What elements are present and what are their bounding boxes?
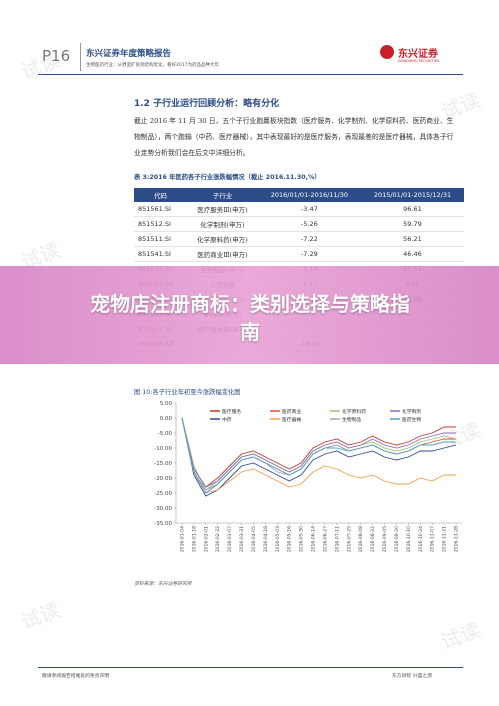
- header-cell: 2016/01/01-2016/11/30: [257, 188, 361, 202]
- table-cell: -7.29: [257, 246, 361, 262]
- y-tick-label: -15.00: [154, 461, 172, 467]
- x-tick-label: 2016-08-08: [358, 526, 364, 552]
- divider: [80, 43, 81, 71]
- y-tick-label: -30.00: [154, 506, 172, 512]
- table-cell: 46.46: [360, 246, 464, 262]
- report-title: 东兴证券年度策略报告: [86, 49, 172, 59]
- y-tick-label: -10.00: [154, 446, 172, 452]
- x-tick-label: 2016-04-18: [263, 526, 269, 552]
- footer-left: 敬请参阅报告结尾处的免责声明: [42, 674, 110, 679]
- table-cell: -3.47: [257, 202, 361, 217]
- table-row: 851561.SI 医疗服务Ⅲ(申万) -3.47 96.61: [134, 202, 464, 217]
- header-rule: [38, 74, 463, 75]
- table-row: 851511.SI 化学原料药(申万) -7.22 56.21: [134, 231, 464, 247]
- series-line: [181, 417, 456, 494]
- table-cell: 96.61: [360, 202, 464, 217]
- table-row: 851512.SI 化学制剂(申万) -5.26 59.79: [134, 216, 464, 232]
- y-tick-label: -25.00: [154, 491, 172, 497]
- legend-label: 医疗器械: [282, 416, 301, 423]
- header-cell: 代码: [134, 188, 188, 202]
- x-tick-label: 2016-11-28: [454, 526, 460, 552]
- table-cell: -7.22: [257, 231, 361, 247]
- x-tick-label: 2016-06-14: [311, 526, 317, 552]
- header-cell: 2015/01/01-2015/12/31: [360, 188, 464, 202]
- x-tick-label: 2016-11-21: [442, 526, 448, 552]
- section-title: 1.2 子行业运行回顾分析：略有分化: [134, 99, 280, 109]
- series-line: [181, 417, 456, 494]
- header-row: 代码 子行业 2016/01/01-2016/11/30 2015/01/01-201…: [134, 188, 464, 202]
- x-tick-label: 2016-03-07: [227, 526, 233, 552]
- table-cell: -5.26: [257, 216, 361, 232]
- x-tick-label: 2016-10-24: [418, 526, 424, 552]
- x-tick-label: 2016-01-04: [179, 526, 185, 552]
- table-cell: 医疗服务Ⅲ(申万): [187, 202, 258, 217]
- x-tick-label: 2016-02-01: [203, 526, 209, 552]
- footer-right: 东方财智 兴盛之源: [392, 674, 432, 679]
- logo-icon: [380, 45, 394, 59]
- paragraph: 截止 2016 年 11 月 30 日，五个子行业跑赢板块指数（医疗服务、化学制…: [134, 117, 454, 157]
- x-tick-label: 2016-09-20: [394, 526, 400, 552]
- banner-title: 宠物店注册商标：类别选择与策略指南: [90, 292, 410, 344]
- table-caption: 表 3:2016 年医药各子行业涨跌幅情况（截止 2016.11.30,%）: [134, 174, 321, 181]
- legend-label: 化学制剂: [402, 408, 421, 415]
- table-cell: 化学制剂(申万): [187, 216, 258, 232]
- x-tick-label: 2016-09-05: [382, 526, 388, 552]
- series-line: [181, 417, 457, 497]
- logo: 东兴证券: [398, 49, 438, 60]
- logo-en: DONGXING SECURITIES: [398, 59, 440, 63]
- x-tick-label: 2016-02-22: [215, 526, 221, 552]
- x-tick-label: 2016-08-22: [370, 526, 376, 552]
- figure-caption: 图 10:各子行业年初至今涨跌幅变化图: [134, 389, 241, 396]
- table-cell: 851512.SI: [134, 216, 188, 232]
- x-tick-label: 2016-05-03: [275, 526, 281, 552]
- page-number: P16: [42, 47, 71, 65]
- x-tick-label: 2016-01-18: [191, 526, 197, 552]
- table-cell: 851541.SI: [134, 246, 188, 262]
- x-tick-label: 2016-11-07: [430, 526, 436, 552]
- series-line: [181, 417, 456, 488]
- legend-label: 中药: [222, 416, 232, 423]
- banner: 宠物店注册商标：类别选择与策略指南: [0, 266, 499, 364]
- series-line: [181, 417, 456, 488]
- x-tick-label: 2016-04-05: [251, 526, 257, 552]
- y-tick-label: -35.00: [154, 521, 172, 527]
- table-cell: 化学原料药(申万): [187, 231, 258, 247]
- y-tick-label: -20.00: [154, 476, 172, 482]
- table-row: 851541.SI 医药商业Ⅲ(申万) -7.29 46.46: [134, 246, 464, 262]
- legend-label: 化学原料药: [342, 408, 366, 415]
- table-cell: 56.21: [360, 231, 464, 247]
- x-tick-label: 2016-05-30: [299, 526, 305, 552]
- x-tick-label: 2016-07-25: [346, 526, 352, 552]
- x-tick-label: 2016-07-11: [334, 526, 340, 552]
- table-cell: 851511.SI: [134, 231, 188, 247]
- table-cell: 851561.SI: [134, 202, 188, 217]
- footer-rule: [38, 667, 463, 668]
- series-line: [181, 417, 456, 494]
- legend-label: 医疗服务: [222, 408, 241, 415]
- x-tick-label: 2016-05-16: [287, 526, 293, 552]
- y-tick-label: 0.00: [160, 416, 173, 422]
- legend-label: 医药商业: [282, 408, 301, 415]
- legend-label: 生物制品: [342, 416, 361, 423]
- report-subtitle: 生物医药行业：从野蛮扩张到结构优化，看好2017为药品品种大年: [86, 63, 219, 68]
- header-cell: 子行业: [187, 188, 258, 202]
- y-tick-label: -5.00: [158, 431, 173, 437]
- x-tick-label: 2016-10-10: [406, 526, 412, 552]
- x-tick-label: 2016-03-21: [239, 526, 245, 552]
- table-cell: 医药商业Ⅲ(申万): [187, 246, 258, 262]
- table-cell: 59.79: [360, 216, 464, 232]
- y-tick-label: 5.00: [160, 401, 173, 407]
- x-tick-label: 2016-06-27: [322, 526, 328, 552]
- legend-label: 医药生物: [402, 416, 421, 423]
- figure-source: 资料来源：东兴证券研究所: [134, 582, 192, 587]
